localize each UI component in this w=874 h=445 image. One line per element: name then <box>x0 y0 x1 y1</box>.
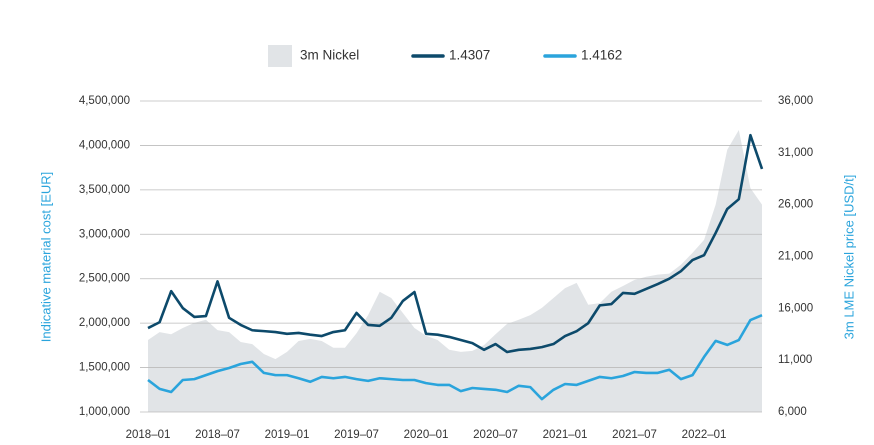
y2-tick-label: 31,000 <box>778 147 813 159</box>
y-tick-label: 3,000,000 <box>79 228 130 240</box>
y2-tick-label: 11,000 <box>778 354 812 366</box>
area-layer <box>148 130 762 412</box>
y2-tick-label: 21,000 <box>778 251 813 263</box>
x-tick-label: 2021–01 <box>543 429 588 441</box>
line <box>147 133 764 354</box>
x-tick-label: 2020–01 <box>404 429 449 441</box>
line-layer <box>147 133 764 401</box>
y-tick-label: 3,500,000 <box>79 184 130 196</box>
x-tick-label: 2019–07 <box>334 429 379 441</box>
y2-tick-label: 36,000 <box>778 95 813 107</box>
y-tick-label: 4,000,000 <box>79 139 130 151</box>
y-tick-label: 1,500,000 <box>79 362 130 374</box>
y-tick-label: 4,500,000 <box>79 95 130 107</box>
x-tick-label: 2019–01 <box>265 429 310 441</box>
x-tick-label: 2021–07 <box>612 429 657 441</box>
area <box>148 130 762 412</box>
x-tick-label: 2018–01 <box>126 429 171 441</box>
y2-tick-label: 26,000 <box>778 199 813 211</box>
y-tick-label: 2,500,000 <box>79 273 130 285</box>
y2-tick-label: 6,000 <box>778 406 807 418</box>
line <box>147 313 763 401</box>
legend-label: 3m Nickel <box>300 48 359 63</box>
grid-layer <box>140 100 762 413</box>
legend-label: 1.4307 <box>449 48 490 63</box>
y-axis-title: Indicative material cost [EUR] <box>38 172 53 343</box>
x-tick-label: 2022–01 <box>682 429 727 441</box>
text-layer: Indicative material cost [EUR] 3m LME Ni… <box>38 45 856 441</box>
x-tick-label: 2020–07 <box>473 429 518 441</box>
y-tick-label: 2,000,000 <box>79 317 130 329</box>
legend-swatch <box>268 45 292 67</box>
x-tick-label: 2018–07 <box>195 429 240 441</box>
y-tick-label: 1,000,000 <box>79 406 130 418</box>
y2-axis-title: 3m LME Nickel price [USD/t] <box>841 175 856 340</box>
legend-label: 1.4162 <box>581 48 622 63</box>
y2-tick-label: 16,000 <box>778 302 813 314</box>
